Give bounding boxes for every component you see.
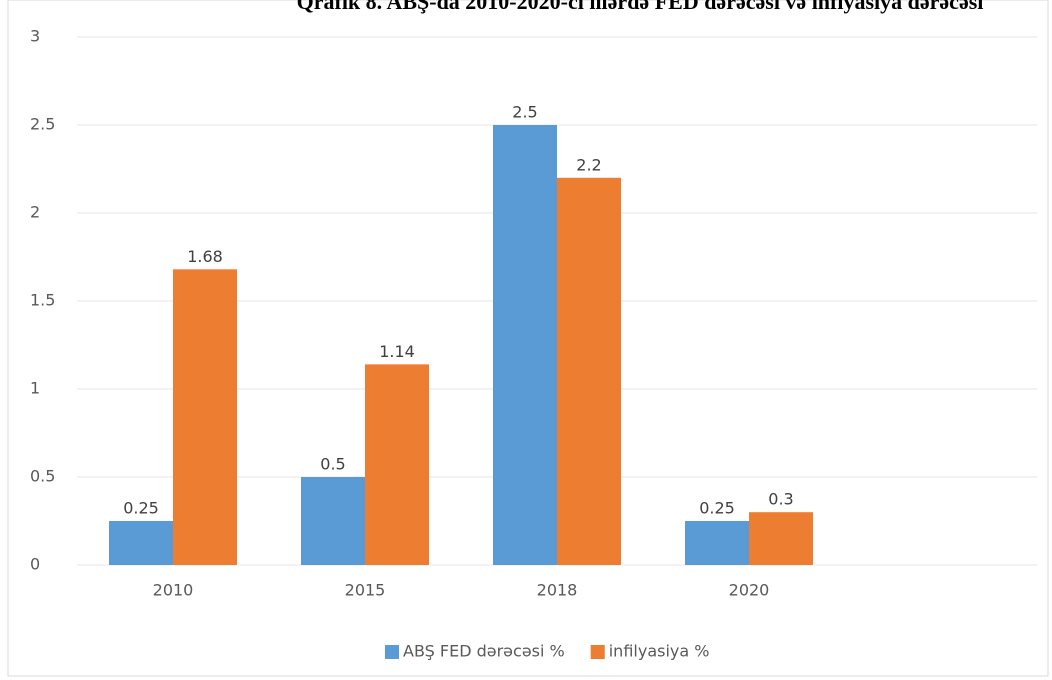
bar (109, 521, 173, 565)
y-tick-label: 2.5 (30, 115, 55, 134)
x-tick-label: 2020 (729, 581, 770, 600)
bar (301, 477, 365, 565)
chart-border (7, 0, 1049, 677)
x-tick-label: 2018 (537, 581, 578, 600)
data-label: 1.68 (187, 247, 223, 266)
bar (685, 521, 749, 565)
data-label: 2.5 (512, 103, 537, 122)
legend-swatch (590, 645, 605, 659)
legend-label: ABŞ FED dərəcəsi % (403, 642, 565, 661)
legend-label: infilyasiya % (609, 642, 710, 661)
y-tick-label: 2 (30, 203, 40, 222)
x-tick-label: 2015 (345, 581, 386, 600)
bar (173, 269, 237, 565)
bar (493, 125, 557, 565)
bar (749, 512, 813, 565)
data-label: 2.2 (576, 155, 601, 174)
bar (365, 364, 429, 565)
legend-swatch (385, 645, 399, 659)
y-tick-label: 1.5 (30, 291, 55, 310)
y-tick-label: 1 (30, 379, 40, 398)
y-tick-label: 0.5 (30, 467, 55, 486)
y-tick-label: 3 (30, 27, 40, 46)
y-tick-label: 0 (30, 555, 40, 574)
data-label: 1.14 (379, 342, 415, 361)
data-label: 0.3 (768, 490, 793, 509)
chart-title: Qrafik 8. ABŞ-da 2010-2020-ci illərdə FE… (297, 0, 984, 14)
bar (557, 177, 621, 566)
x-tick-label: 2010 (153, 581, 194, 600)
data-label: 0.5 (320, 455, 345, 474)
data-label: 0.25 (123, 499, 159, 518)
data-label: 0.25 (699, 499, 735, 518)
